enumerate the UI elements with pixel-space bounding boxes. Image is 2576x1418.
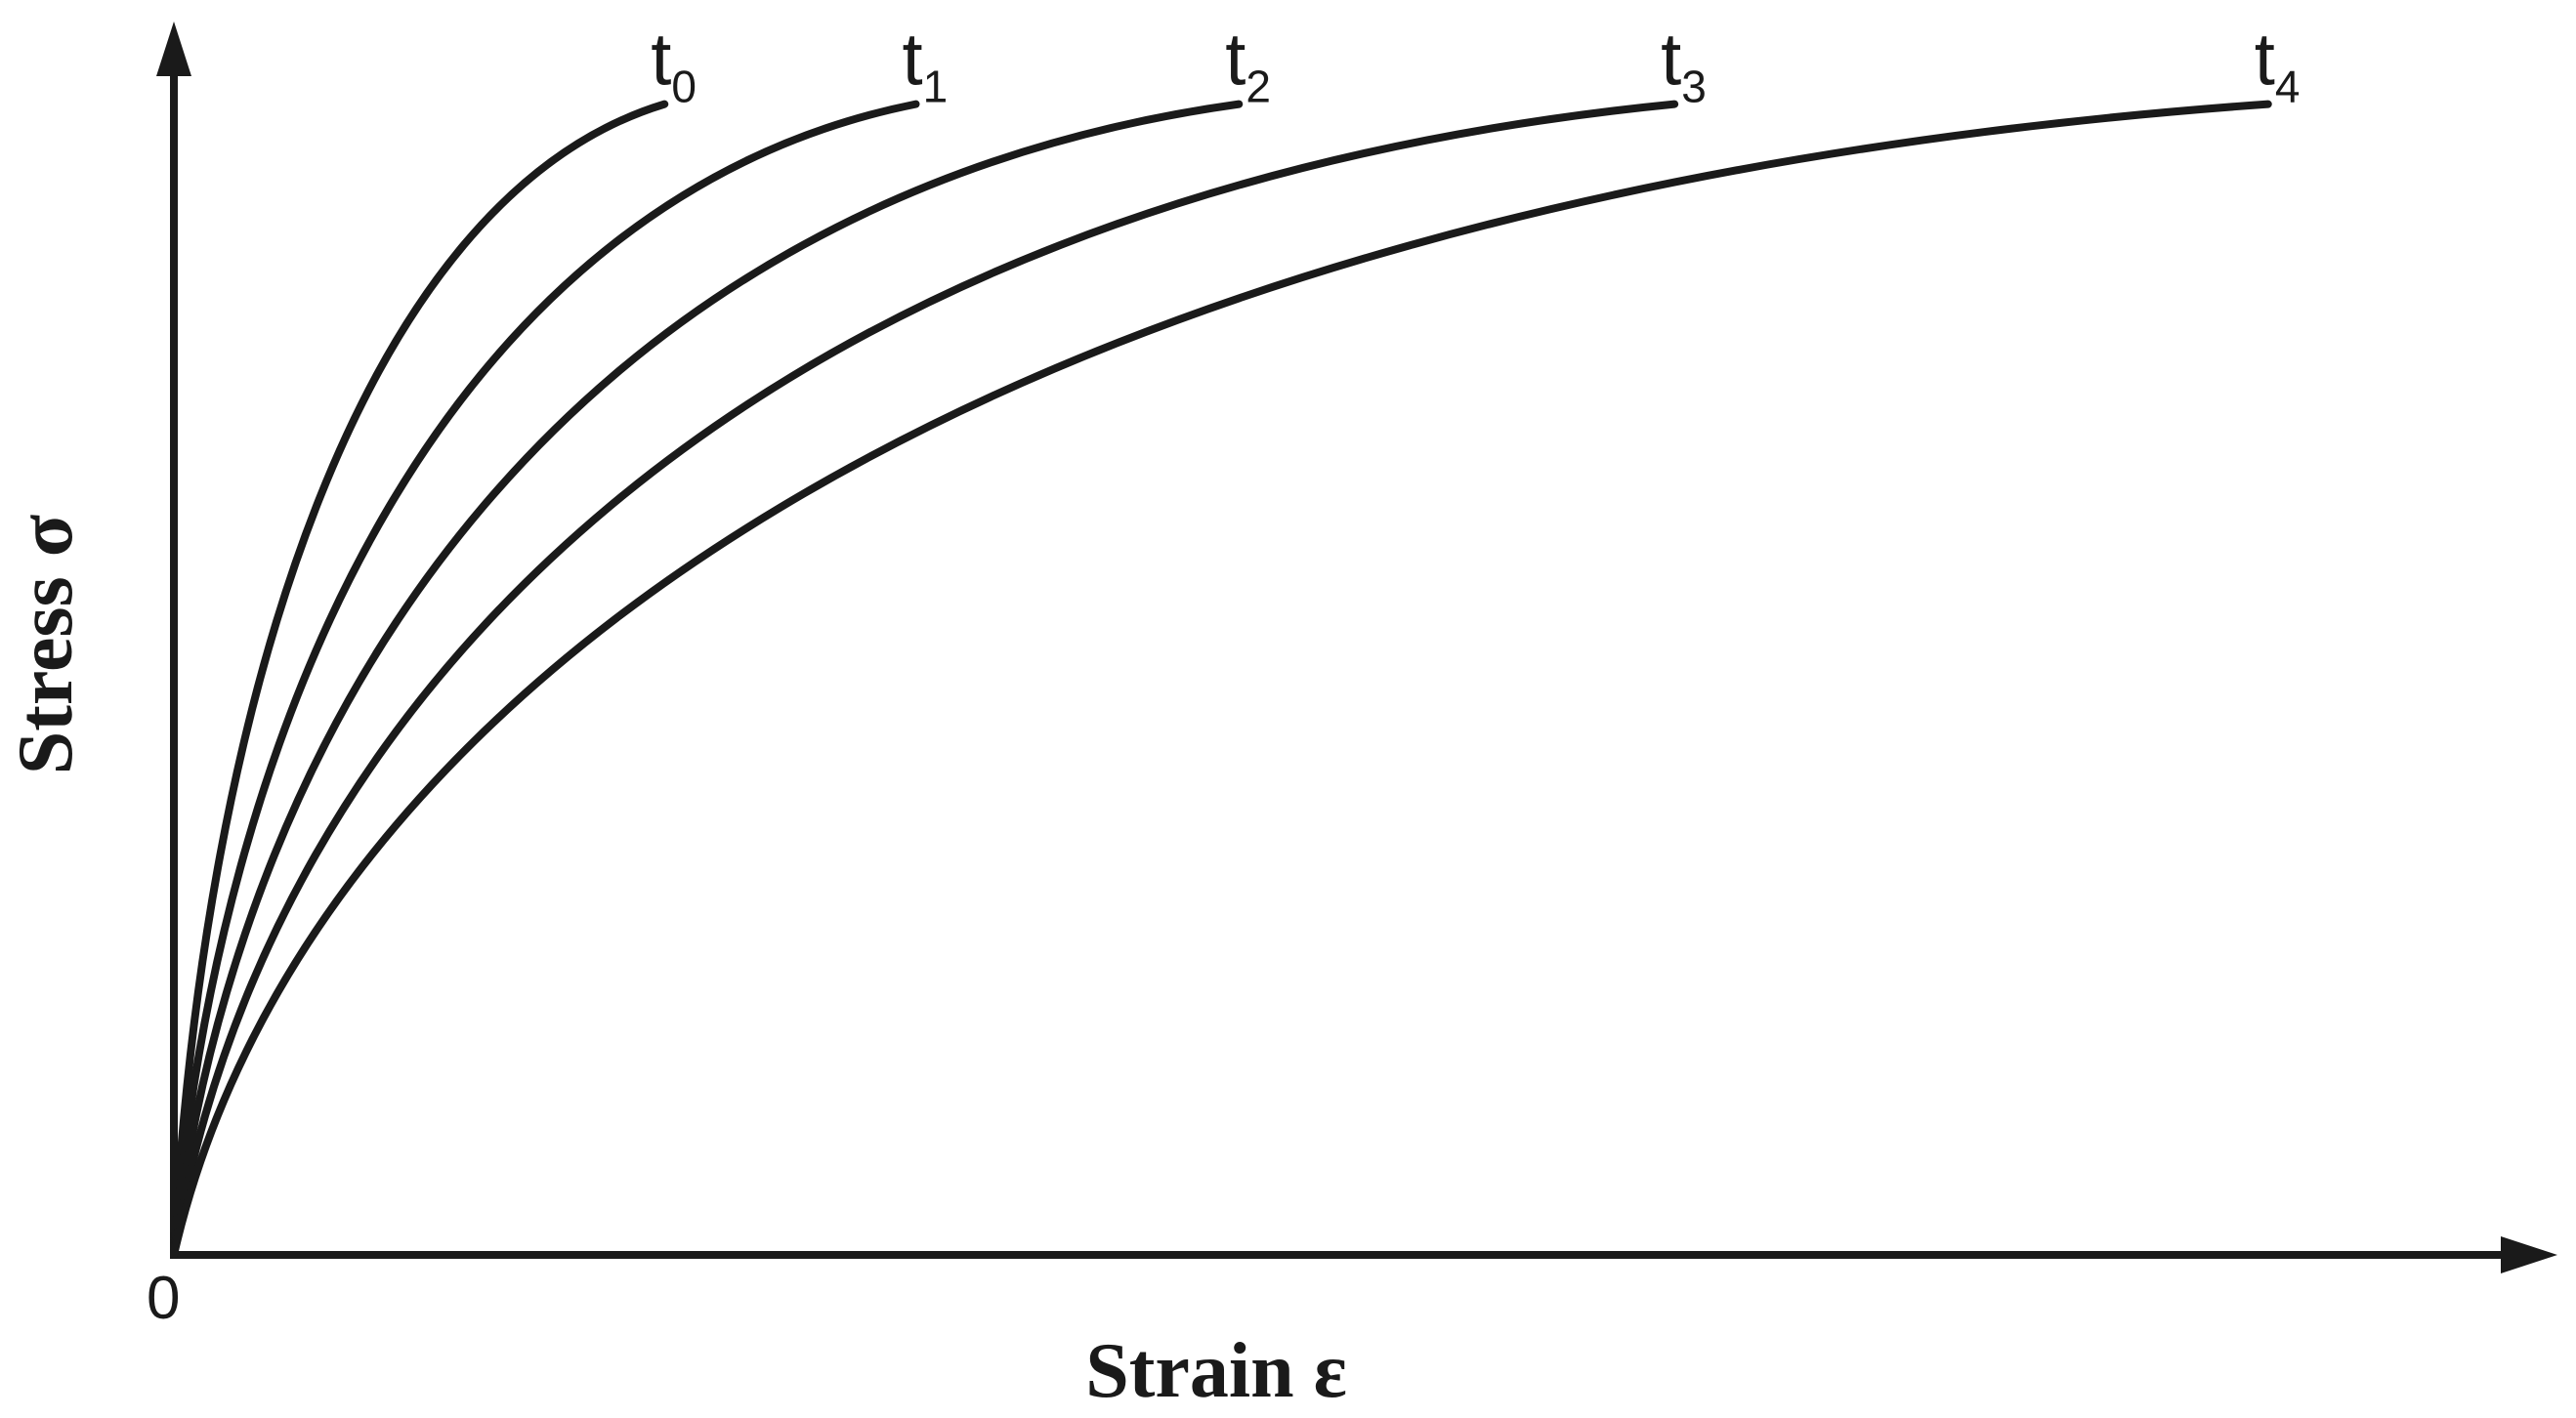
curve-t4 — [170, 100, 2272, 1259]
curve-label-t1: t1 — [903, 19, 949, 112]
curve-t0 — [170, 100, 669, 1259]
curve-label-t2: t2 — [1225, 19, 1271, 112]
curve-labels-group: t0 t1 t2 t3 t4 — [651, 19, 2300, 112]
curve-t2 — [170, 100, 1244, 1259]
curves-group — [170, 100, 2272, 1259]
x-axis-arrow — [2501, 1236, 2557, 1273]
curve-label-t4: t4 — [2255, 19, 2301, 112]
curve-t3 — [170, 100, 1679, 1259]
x-axis-title: Strain ε — [1085, 1328, 1347, 1414]
origin-label: 0 — [147, 1265, 180, 1332]
curve-label-t3: t3 — [1661, 19, 1707, 112]
y-axis-title: Stress σ — [3, 514, 89, 774]
curve-label-t0: t0 — [651, 19, 697, 112]
curve-t1 — [170, 100, 920, 1259]
y-axis-arrow — [156, 21, 191, 76]
